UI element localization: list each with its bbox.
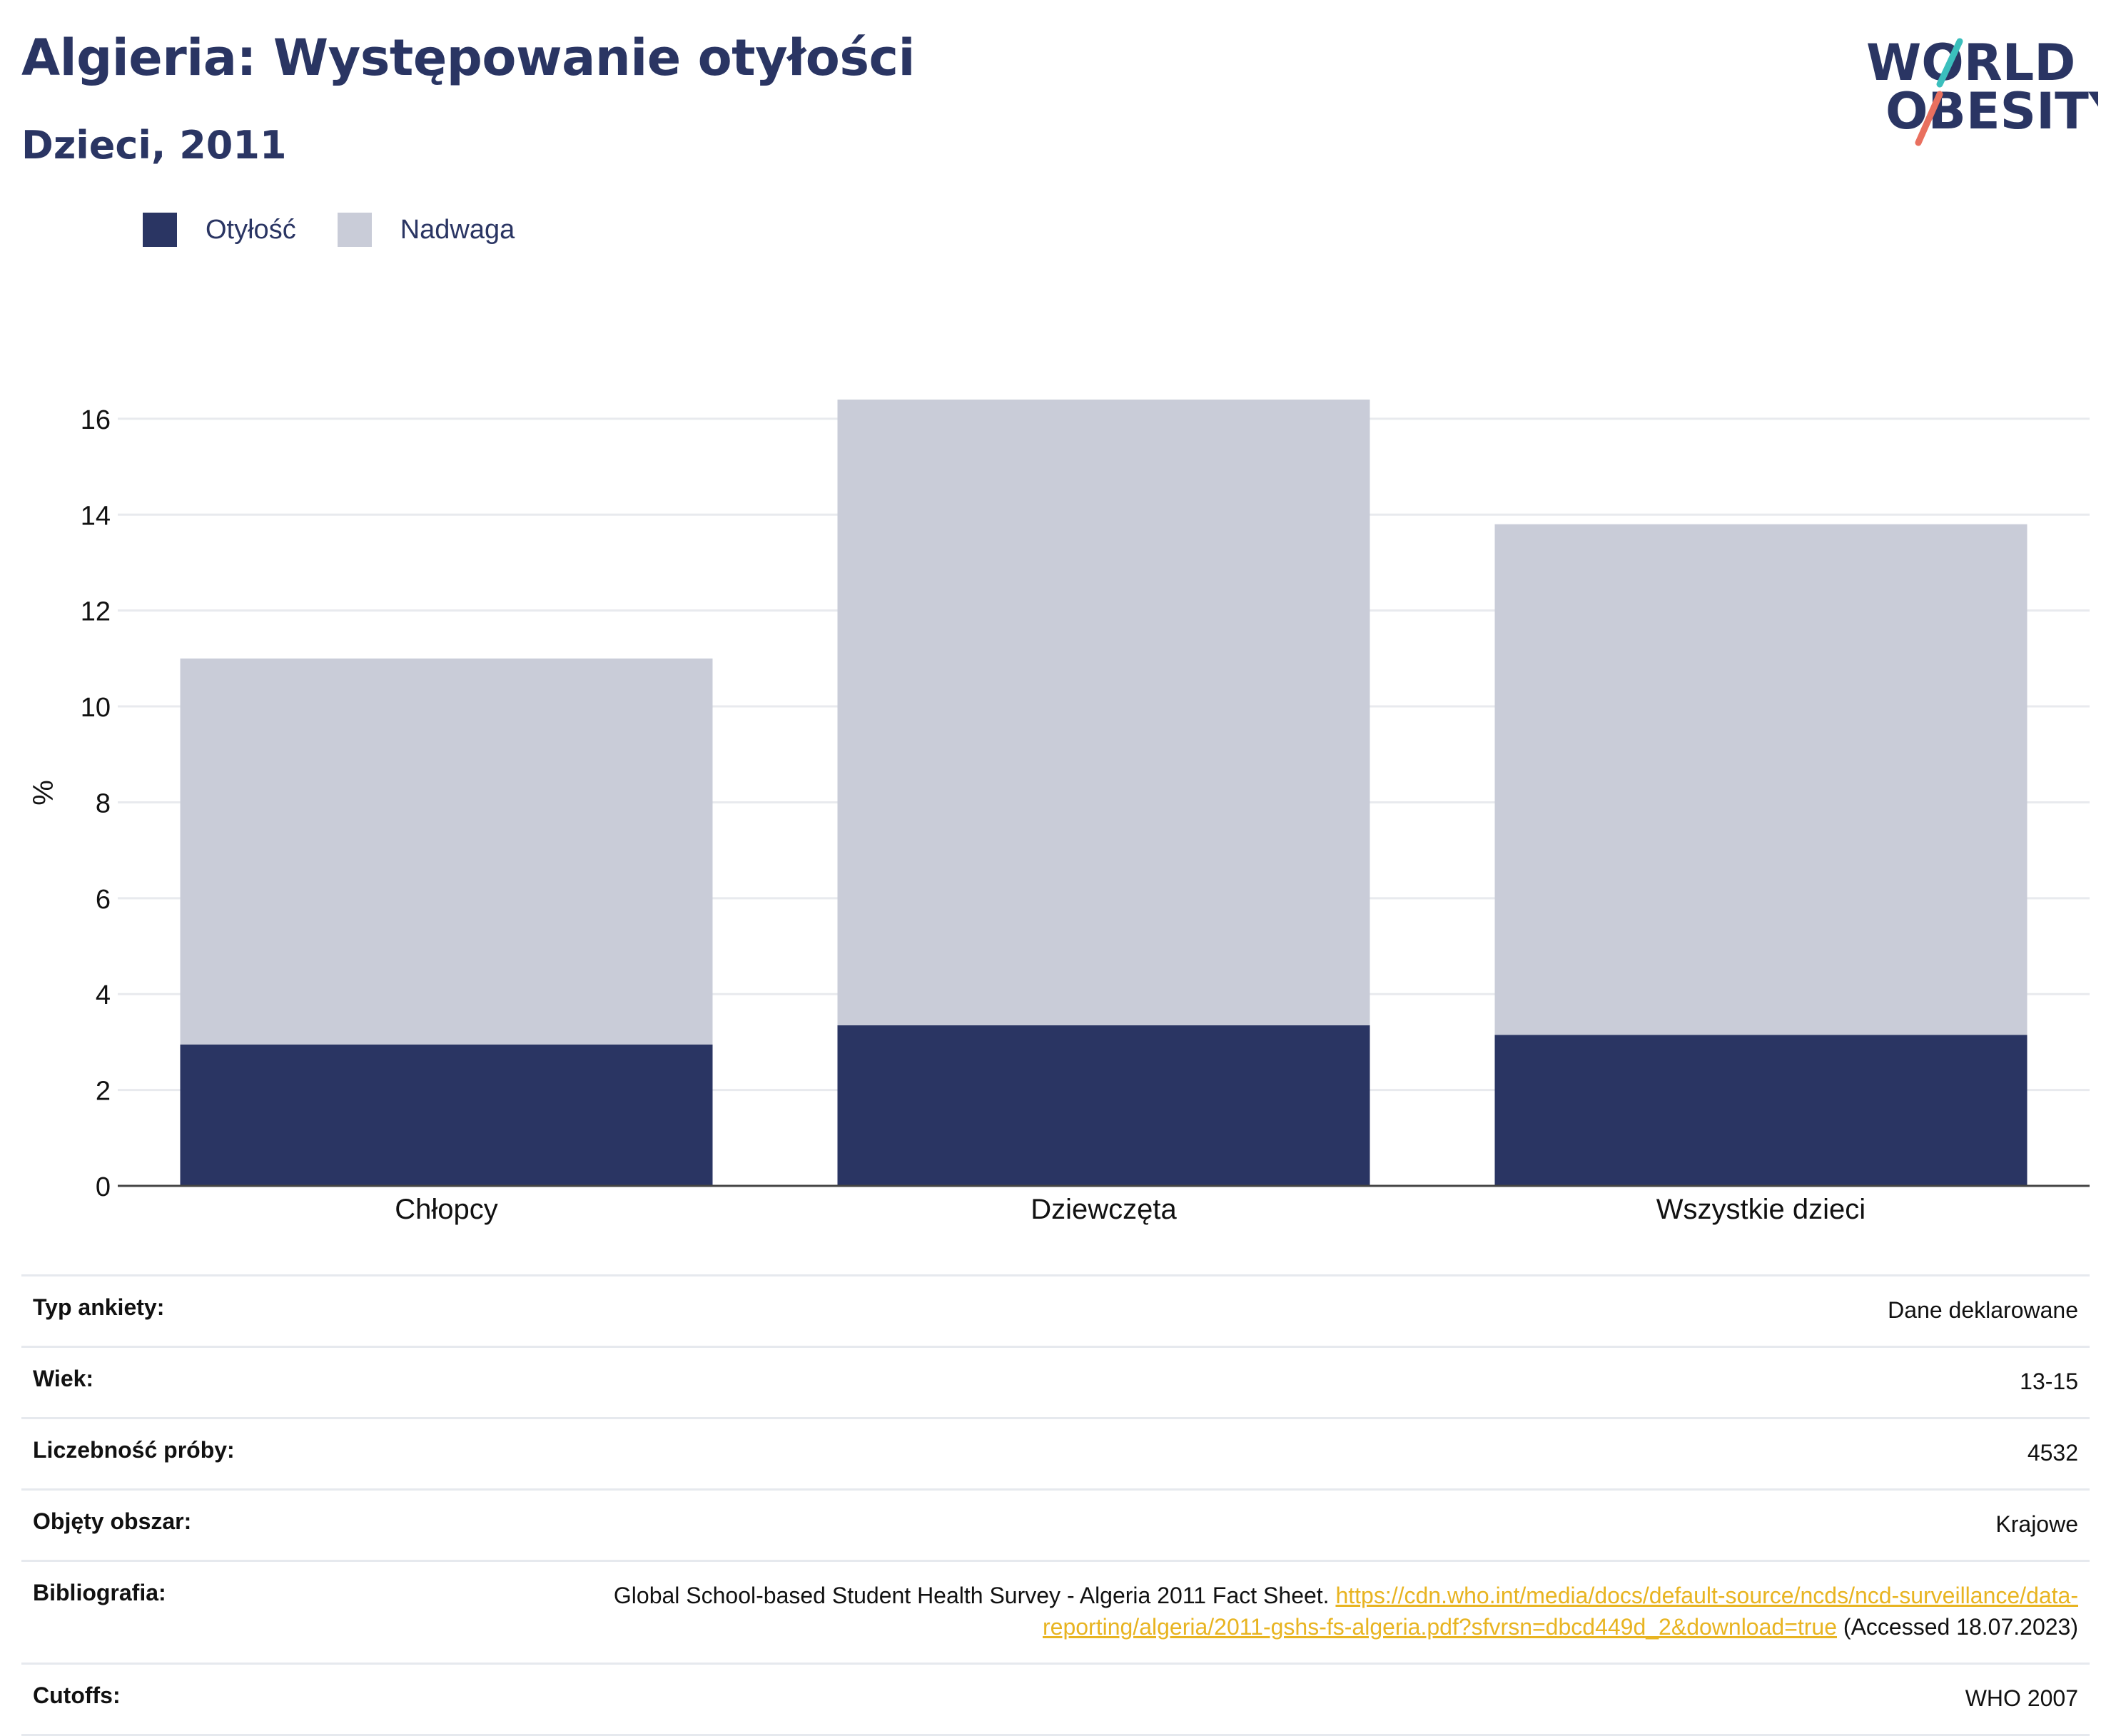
y-tick-label: 14 xyxy=(81,501,111,531)
x-tick-label: Wszystkie dzieci xyxy=(1656,1194,1866,1225)
meta-value: 4532 xyxy=(2027,1440,2078,1466)
y-tick-label: 4 xyxy=(96,980,111,1010)
meta-label: Liczebność próby: xyxy=(33,1437,235,1463)
legend-swatch-overweight xyxy=(337,213,372,247)
chart-title: Algieria: Występowanie otyłości xyxy=(21,29,916,87)
meta-value: 13-15 xyxy=(2020,1369,2078,1394)
bar-overweight-0 xyxy=(180,658,713,1045)
meta-row-age: Wiek: 13-15 xyxy=(21,1346,2090,1417)
y-tick-label: 10 xyxy=(81,693,111,723)
y-tick-label: 2 xyxy=(96,1077,111,1107)
metadata-table: Typ ankiety: Dane deklarowane Wiek: 13-1… xyxy=(21,1274,2090,1736)
x-tick-label: Chłopcy xyxy=(395,1194,498,1225)
bibliography-accessed: (Accessed 18.07.2023) xyxy=(1837,1614,2078,1640)
logo-line1: WORLD xyxy=(1866,34,2075,92)
legend-item-overweight[interactable]: Nadwaga xyxy=(337,213,515,247)
y-axis-label: % xyxy=(28,780,59,806)
x-tick-label: Dziewczęta xyxy=(1031,1194,1177,1225)
y-tick-label: 0 xyxy=(96,1172,111,1202)
bar-obesity-1 xyxy=(837,1025,1370,1186)
bibliography-text: Global School-based Student Health Surve… xyxy=(613,1583,1336,1608)
world-obesity-logo: WORLD OBESITY xyxy=(1866,34,2098,146)
bibliography-link[interactable]: https://cdn.who.int/media/docs/default-s… xyxy=(1043,1583,2078,1640)
meta-row-bibliography: Bibliografia: Global School-based Studen… xyxy=(21,1560,2090,1663)
y-tick-label: 6 xyxy=(96,885,111,915)
bar-obesity-0 xyxy=(180,1044,713,1186)
meta-label: Cutoffs: xyxy=(33,1682,121,1708)
legend-item-obesity[interactable]: Otyłość xyxy=(143,213,296,247)
stacked-bar-chart: 0 2 4 6 8 10 12 14 16% Chłopcy Dziewczęta Wszystkie… xyxy=(28,400,2090,1225)
meta-label: Typ ankiety: xyxy=(33,1294,165,1320)
meta-value: WHO 2007 xyxy=(1965,1685,2078,1711)
y-tick-label: 12 xyxy=(81,597,111,627)
bar-overweight-1 xyxy=(837,400,1370,1025)
legend-label-overweight: Nadwaga xyxy=(400,214,515,245)
bar-overweight-2 xyxy=(1494,524,2028,1035)
meta-row-survey-type: Typ ankiety: Dane deklarowane xyxy=(21,1274,2090,1346)
logo-slash-bottom xyxy=(1915,91,1943,146)
meta-row-sample-size: Liczebność próby: 4532 xyxy=(21,1417,2090,1488)
y-tick-label: 16 xyxy=(81,405,111,435)
meta-label: Objęty obszar: xyxy=(33,1508,192,1534)
meta-label: Bibliografia: xyxy=(33,1580,166,1605)
chart-subtitle: Dzieci, 2011 xyxy=(21,123,287,168)
bar-obesity-2 xyxy=(1494,1035,2028,1186)
meta-value: Krajowe xyxy=(1995,1511,2078,1537)
meta-value: Dane deklarowane xyxy=(1888,1297,2078,1323)
meta-label: Wiek: xyxy=(33,1366,94,1391)
meta-value-bibliography: Global School-based Student Health Surve… xyxy=(451,1580,2078,1643)
meta-row-cutoffs: Cutoffs: WHO 2007 xyxy=(21,1663,2090,1736)
logo-slash-top xyxy=(1936,38,1963,88)
legend-swatch-obesity xyxy=(143,213,177,247)
meta-row-area: Objęty obszar: Krajowe xyxy=(21,1488,2090,1560)
y-tick-label: 8 xyxy=(96,788,111,818)
chart-legend: Otyłość Nadwaga xyxy=(143,213,556,247)
legend-label-obesity: Otyłość xyxy=(206,214,296,245)
